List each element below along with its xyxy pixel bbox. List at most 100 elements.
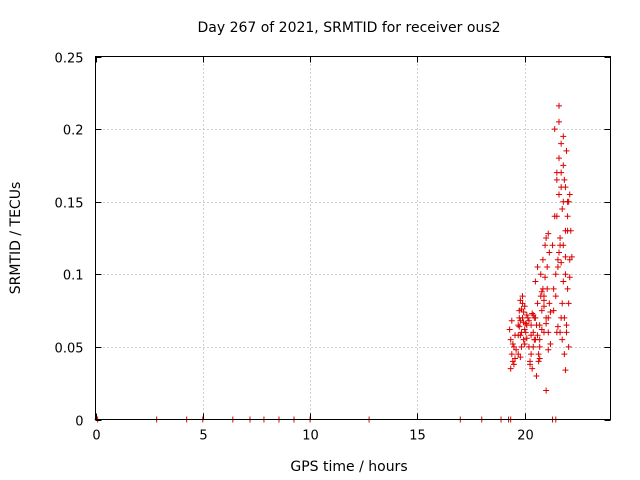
data-point [551,126,558,133]
data-point [543,387,550,394]
data-point [554,323,561,330]
data-point [564,213,571,220]
data-point [507,336,514,343]
data-point [553,329,560,336]
data-point [529,310,536,317]
data-point [550,285,557,292]
data-point [562,227,569,234]
data-point [561,351,568,358]
data-point [508,317,515,324]
data-point [556,102,562,109]
data-point [543,320,550,327]
data-point [523,335,530,342]
data-point [563,322,570,329]
y-axis-label: SRMTID / TECUs [8,182,24,295]
data-point [520,336,527,343]
data-point [532,278,539,285]
data-point [542,274,549,281]
data-point [515,332,522,339]
data-point [528,322,535,329]
data-point [556,191,562,198]
data-point [519,300,526,307]
x-tick-label: 15 [409,429,426,444]
data-point [530,343,537,350]
data-point [564,285,571,292]
x-tick-label: 10 [302,429,319,444]
y-tick-label: 0.25 [55,52,84,67]
data-point [533,372,540,379]
data-point [523,311,530,318]
data-point [558,169,565,176]
data-point [545,230,552,237]
data-point [553,176,560,183]
data-point [562,253,569,260]
data-point [508,351,515,358]
data-point [563,147,570,154]
x-axis-label: GPS time / hours [290,459,407,475]
data-point [536,355,543,362]
data-point [559,300,566,307]
data-point [510,361,517,368]
data-point [518,306,525,313]
data-point [552,271,559,278]
data-point [521,326,528,333]
data-point [518,343,525,350]
data-point [560,162,567,169]
data-point [534,264,541,271]
data-point [547,309,554,316]
data-point [552,293,559,300]
data-point [566,191,573,198]
data-point [545,346,552,353]
plot-frame [95,56,611,420]
data-point [549,242,556,249]
data-point [560,278,567,285]
data-point [546,300,553,307]
y-tick-label: 0.1 [63,269,84,284]
data-point [527,361,534,368]
data-point [554,264,561,271]
data-point [546,249,553,256]
data-point [560,242,567,249]
data-point [563,329,570,336]
data-point [558,184,565,191]
data-point [562,271,569,278]
data-point [535,351,542,358]
data-point [537,293,544,300]
data-point [516,323,523,330]
grid [95,56,611,420]
data-point [561,176,568,183]
data-points [94,102,575,423]
data-point [512,355,519,362]
data-point [536,343,543,350]
y-tick-label: 0.15 [55,197,84,212]
data-point [568,253,575,260]
data-point [562,367,569,374]
y-tick-label: 0.2 [63,124,84,139]
data-point [529,365,536,372]
data-point [539,285,546,292]
data-point [517,317,524,324]
data-point [509,340,516,347]
data-point [558,259,565,266]
x-tick-label: 5 [199,429,207,444]
data-point [522,329,529,336]
data-point [538,326,545,333]
data-point [550,307,557,314]
data-point [538,288,545,295]
data-point [539,256,546,263]
data-point [565,343,572,350]
data-point [553,213,560,220]
data-point [544,264,551,271]
data-point [516,314,523,321]
data-point [524,314,531,321]
data-point [556,155,562,162]
data-point [530,311,537,318]
data-point [554,256,561,263]
data-point [565,300,572,307]
data-point [543,235,550,241]
x-tick-label: 0 [92,429,100,444]
data-point [534,300,541,307]
data-point [533,322,540,329]
data-point [513,346,520,353]
data-point [515,322,522,329]
